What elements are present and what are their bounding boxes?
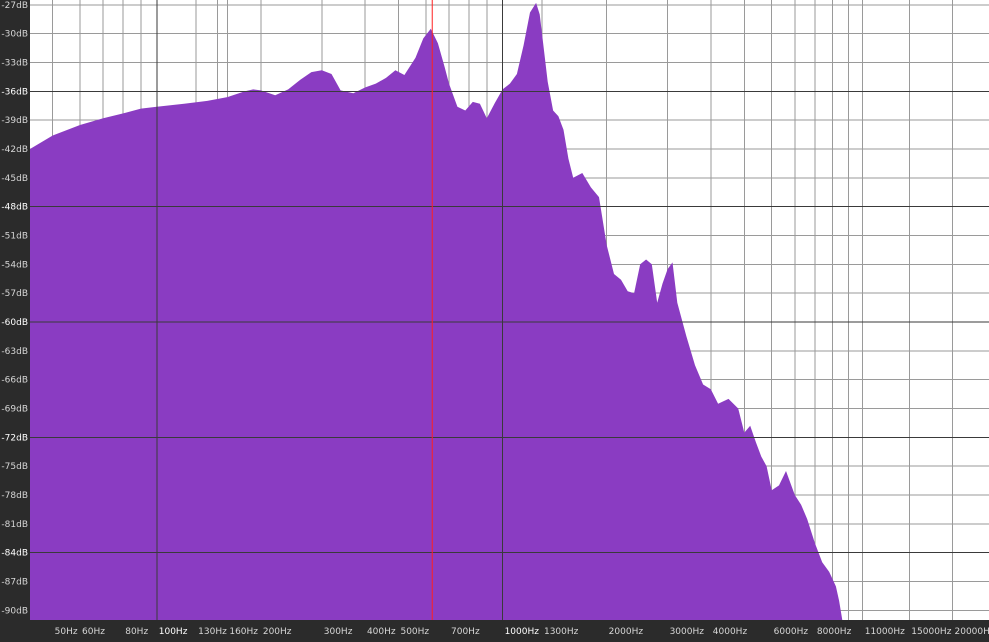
x-tick-label: 80Hz (125, 627, 148, 637)
x-tick-label: 1300Hz (544, 627, 579, 637)
y-tick-label: -42dB (1, 145, 28, 155)
x-tick-label: 1000Hz (505, 627, 540, 637)
major-gridlines (30, 0, 989, 620)
x-tick-label: 160Hz (229, 627, 258, 637)
y-tick-label: -66dB (1, 376, 28, 386)
x-tick-label: 2000Hz (609, 627, 644, 637)
y-tick-label: -69dB (1, 405, 28, 415)
y-tick-label: -57dB (1, 289, 28, 299)
y-tick-label: -36dB (1, 87, 28, 97)
x-tick-label: 4000Hz (713, 627, 748, 637)
x-tick-label: 15000Hz (911, 627, 951, 637)
x-tick-label: 100Hz (159, 627, 188, 637)
y-tick-label: -81dB (1, 520, 28, 530)
x-tick-label: 3000Hz (670, 627, 705, 637)
y-tick-label: -87dB (1, 578, 28, 588)
y-tick-label: -78dB (1, 491, 28, 501)
x-tick-label: 60Hz (82, 627, 105, 637)
y-tick-label: -54dB (1, 260, 28, 270)
x-tick-label: 200Hz (263, 627, 292, 637)
y-tick-label: -60dB (1, 318, 28, 328)
y-tick-label: -75dB (1, 462, 28, 472)
x-tick-label: 300Hz (324, 627, 353, 637)
x-tick-label: 700Hz (451, 627, 480, 637)
y-tick-label: -30dB (1, 30, 28, 40)
y-tick-label: -27dB (1, 1, 28, 11)
x-tick-label: 6000Hz (774, 627, 809, 637)
y-tick-label: -63dB (1, 347, 28, 357)
y-tick-label: -33dB (1, 58, 28, 68)
x-tick-label: 20000Hz (955, 627, 989, 637)
y-axis-tick-labels: -27dB -30dB -33dB -36dB -39dB -42dB -45dB -48dB… (1, 1, 28, 617)
x-tick-label: 400Hz (367, 627, 396, 637)
x-tick-label: 11000Hz (865, 627, 905, 637)
x-tick-label: 50Hz (55, 627, 78, 637)
x-tick-label: 8000Hz (817, 627, 852, 637)
y-tick-label: -39dB (1, 116, 28, 126)
y-tick-label: -72dB (1, 433, 28, 443)
y-tick-label: -90dB (1, 606, 28, 616)
y-tick-label: -84dB (1, 549, 28, 559)
spectrum-area (30, 2, 843, 620)
x-tick-label: 130Hz (198, 627, 227, 637)
x-tick-label: 500Hz (400, 627, 429, 637)
y-tick-label: -51dB (1, 232, 28, 242)
y-tick-label: -45dB (1, 174, 28, 184)
x-axis-tick-labels: 50Hz 60Hz 80Hz 100Hz 130Hz 160Hz 200Hz 300Hz 400… (55, 627, 989, 637)
y-tick-label: -48dB (1, 203, 28, 213)
